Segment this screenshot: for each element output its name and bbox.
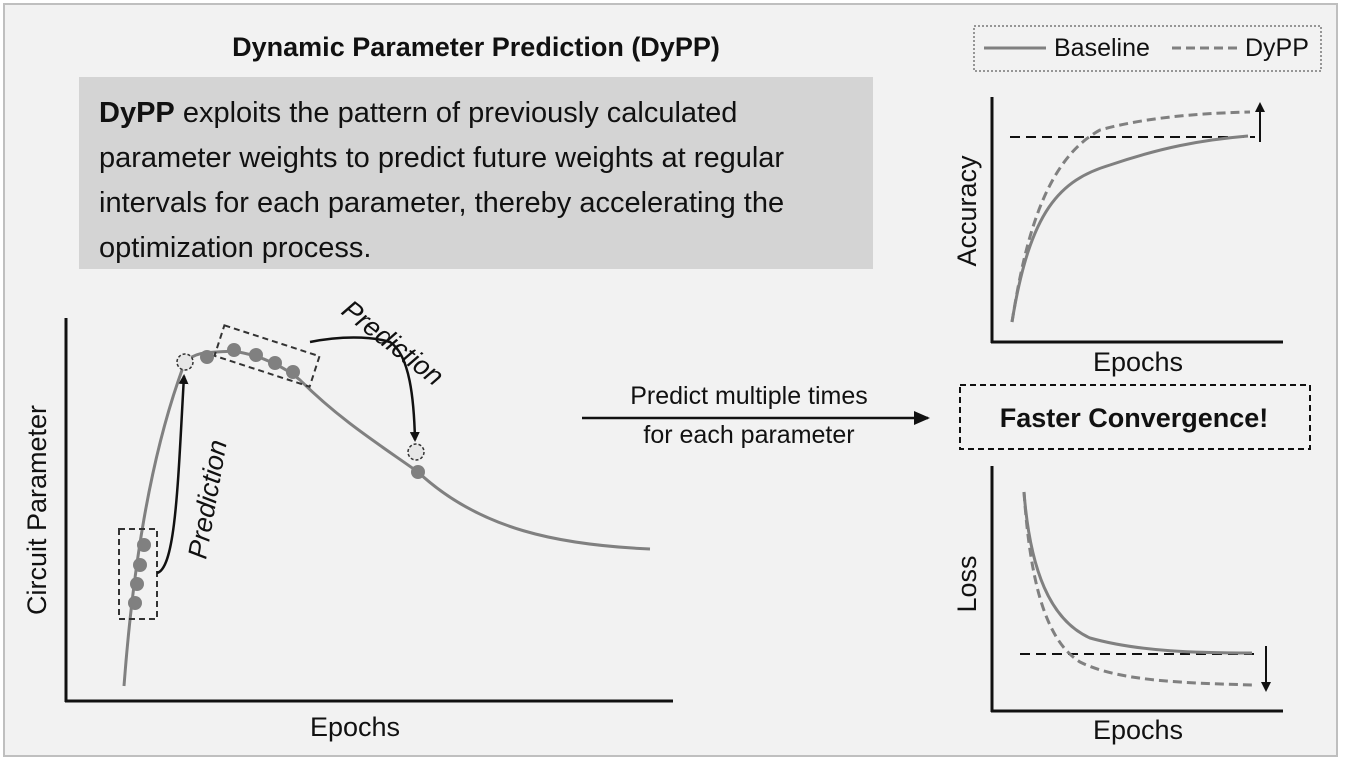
observed-point (268, 356, 282, 370)
prediction-label-1: Prediction (182, 438, 232, 561)
description-text: exploits the pattern of previously calcu… (99, 97, 785, 264)
description-box: DyPP exploits the pattern of previously … (79, 77, 873, 269)
convergence-box (959, 384, 1311, 450)
legend-baseline-label: Baseline (1054, 34, 1150, 62)
observed-point (249, 348, 263, 362)
convergence-label: Faster Convergence! (1000, 403, 1269, 433)
predict-arrow-group: Predict multiple times for each paramete… (582, 382, 930, 449)
accuracy-plot: Accuracy Epochs (952, 97, 1283, 377)
accuracy-baseline-curve (1010, 134, 1249, 323)
diagram-title: Dynamic Parameter Prediction (DyPP) (232, 32, 720, 62)
prediction-label-2: Prediction (336, 294, 449, 392)
predict-arrow-text-2: for each parameter (643, 421, 854, 449)
loss-ylabel: Loss (952, 555, 982, 612)
observed-point (411, 465, 425, 479)
observed-point (128, 596, 142, 610)
observed-point (227, 343, 241, 357)
observed-point (286, 365, 300, 379)
parameter-curve (122, 349, 651, 687)
legend-dypp-label: DyPP (1245, 34, 1309, 62)
accuracy-ylabel: Accuracy (952, 155, 982, 267)
prediction-arrow-1 (156, 374, 189, 575)
legend: Baseline DyPP (973, 25, 1322, 72)
prediction-arrow-2 (309, 336, 420, 442)
predict-arrow-text-1: Predict multiple times (630, 382, 868, 410)
observed-point (133, 558, 147, 572)
accuracy-dypp-curve (1010, 110, 1251, 323)
observed-window-1 (118, 528, 158, 620)
parameter-plot: Prediction Prediction Circuit Parameter … (22, 294, 673, 742)
description-bold-term: DyPP (99, 97, 175, 129)
predicted-point (407, 443, 425, 461)
predicted-point (176, 353, 194, 371)
loss-baseline-curve (1022, 491, 1253, 655)
observed-point (137, 538, 151, 552)
observed-point (200, 350, 214, 364)
convergence-callout: Faster Convergence! (959, 384, 1311, 450)
accuracy-xlabel: Epochs (1093, 347, 1183, 377)
observed-point (130, 577, 144, 591)
loss-dypp-curve (1022, 491, 1253, 687)
parameter-plot-xlabel: Epochs (310, 712, 400, 742)
loss-xlabel: Epochs (1093, 715, 1183, 745)
loss-plot: Loss Epochs (952, 466, 1283, 745)
observed-window-2 (213, 324, 321, 388)
parameter-plot-ylabel: Circuit Parameter (22, 405, 52, 615)
